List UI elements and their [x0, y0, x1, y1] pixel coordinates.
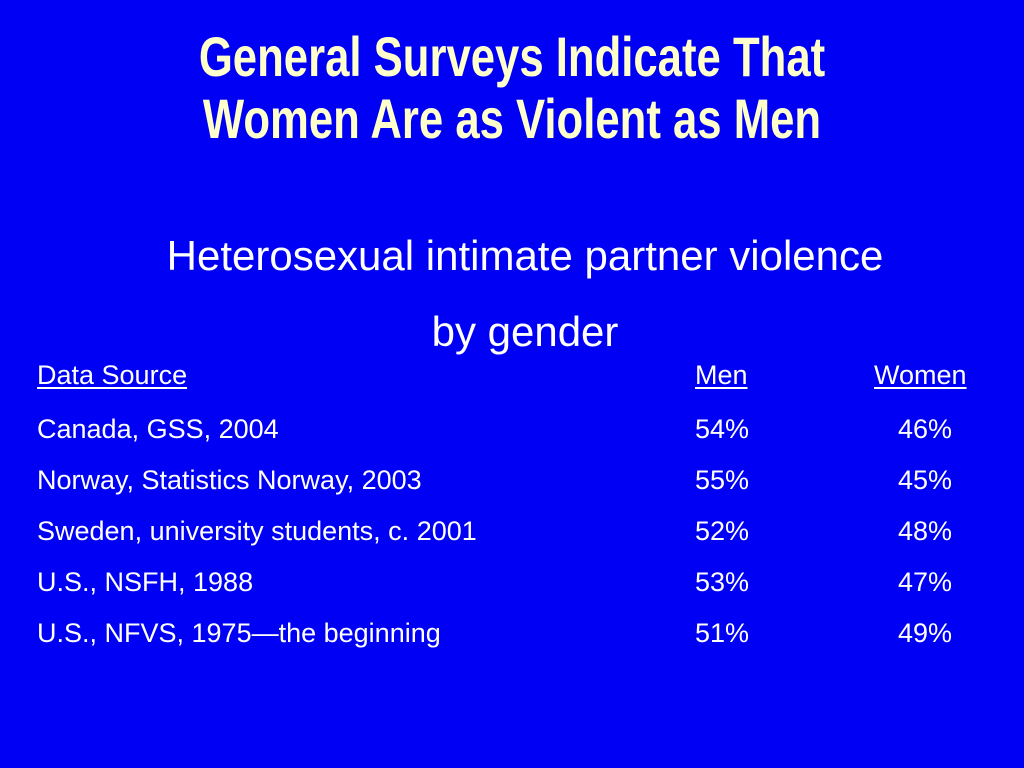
row-women-value: 45% — [898, 465, 953, 495]
subtitle-line-1: Heterosexual intimate partner violence — [166, 232, 884, 279]
table-row: U.S., NFVS, 1975—the beginning 51% 49% — [0, 618, 1024, 669]
header-data-source: Data Source — [37, 360, 188, 390]
title-line-2: Women Are as Violent as Men — [202, 87, 822, 150]
data-table: Data Source Men Women Canada, GSS, 2004 … — [0, 360, 1024, 669]
row-source: Norway, Statistics Norway, 2003 — [37, 465, 422, 495]
table-row: Norway, Statistics Norway, 2003 55% 45% — [0, 465, 1024, 516]
table-header-row: Data Source Men Women — [0, 360, 1024, 400]
row-source: U.S., NFVS, 1975—the beginning — [37, 618, 441, 648]
row-women-value: 46% — [898, 414, 953, 444]
row-men-value: 54% — [695, 414, 750, 444]
row-men-value: 55% — [695, 465, 750, 495]
header-men: Men — [695, 360, 748, 390]
header-women: Women — [874, 360, 967, 390]
row-source: Sweden, university students, c. 2001 — [37, 516, 477, 546]
table-row: Sweden, university students, c. 2001 52%… — [0, 516, 1024, 567]
row-men-value: 53% — [695, 567, 750, 597]
slide-subtitle: Heterosexual intimate partner violence b… — [40, 218, 1010, 370]
row-women-value: 48% — [898, 516, 953, 546]
table-row: U.S., NSFH, 1988 53% 47% — [0, 567, 1024, 618]
row-women-value: 49% — [898, 618, 953, 648]
row-men-value: 52% — [695, 516, 750, 546]
row-men-value: 51% — [695, 618, 750, 648]
row-source: U.S., NSFH, 1988 — [37, 567, 254, 597]
title-line-1: General Surveys Indicate That — [198, 25, 826, 88]
slide-title: General Surveys Indicate That Women Are … — [113, 26, 912, 150]
subtitle-line-2: by gender — [431, 308, 619, 355]
row-source: Canada, GSS, 2004 — [37, 414, 279, 444]
table-row: Canada, GSS, 2004 54% 46% — [0, 414, 1024, 465]
row-women-value: 47% — [898, 567, 953, 597]
